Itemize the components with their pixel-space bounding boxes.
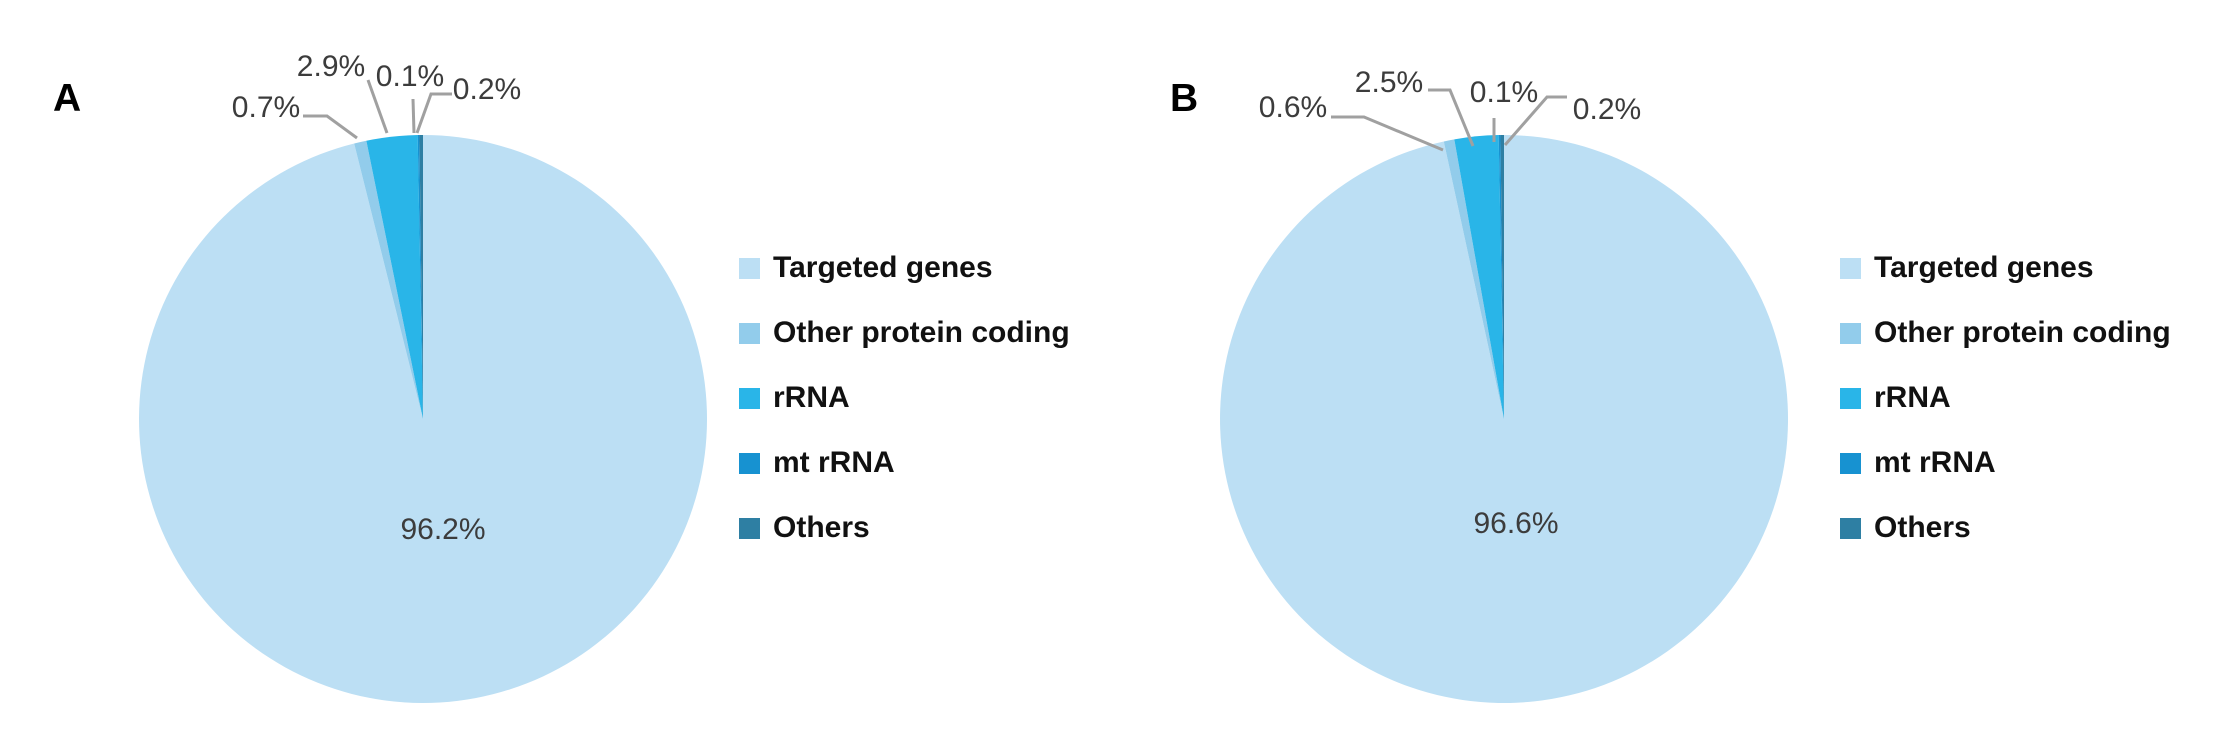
legend-swatch-rrna	[1840, 387, 1861, 409]
legend-item-b-mt-rrna: mt rRNA	[1840, 448, 1996, 478]
legend-label-others: Others	[1874, 511, 1971, 544]
pie-slice-rrna	[1454, 135, 1504, 420]
pie-slice-targeted-genes	[139, 135, 708, 703]
legend-item-a-others: Others	[739, 513, 870, 543]
slice-value-a-others: 0.2%	[452, 73, 522, 106]
legend-item-a-targeted-genes: Targeted genes	[739, 253, 993, 283]
slice-value-a-targeted-genes: 96.2%	[400, 513, 486, 546]
slice-value-b-rrna: 2.5%	[1354, 66, 1424, 99]
legend-label-mt-rrna: mt rRNA	[1874, 446, 1996, 479]
legend-item-a-other-protein-coding: Other protein coding	[739, 318, 1070, 348]
legend-item-a-mt-rrna: mt rRNA	[739, 448, 895, 478]
slice-value-a-mt-rrna: 0.1%	[375, 60, 445, 93]
legend-label-other-protein-coding: Other protein coding	[1874, 316, 2171, 349]
pie-slice-other-protein-coding	[354, 140, 423, 419]
slice-value-a-other-protein-coding: 0.7%	[231, 91, 301, 124]
legend-label-rrna: rRNA	[1874, 381, 1951, 414]
slice-value-b-mt-rrna: 0.1%	[1469, 76, 1539, 109]
pie-slice-others	[419, 134, 423, 419]
legend-swatch-others	[1840, 517, 1861, 539]
pie-slice-mt-rrna	[417, 135, 423, 419]
legend-item-b-other-protein-coding: Other protein coding	[1840, 318, 2171, 348]
pie-slice-targeted-genes	[1220, 135, 1789, 704]
legend-swatch-others	[739, 517, 760, 539]
slice-value-b-others: 0.2%	[1572, 93, 1642, 126]
slice-value-b-targeted-genes: 96.6%	[1473, 507, 1559, 540]
leader-line-b-rrna	[1428, 88, 1475, 147]
legend-item-b-targeted-genes: Targeted genes	[1840, 253, 2094, 283]
leader-line-a-others	[415, 92, 452, 134]
legend-item-b-others: Others	[1840, 513, 1971, 543]
leader-line-a-mt-rrna	[411, 98, 416, 134]
legend-item-a-rrna: rRNA	[739, 383, 850, 413]
pie-slice-other-protein-coding	[1443, 139, 1504, 419]
pie-chart-b	[1220, 134, 1789, 704]
leader-line-a-other-protein-coding	[303, 114, 358, 140]
legend-swatch-targeted-genes	[739, 257, 760, 279]
legend-label-targeted-genes: Targeted genes	[773, 251, 993, 284]
panel-label-a: A	[53, 77, 82, 120]
pie-slice-mt-rrna	[1498, 135, 1504, 419]
legend-label-mt-rrna: mt rRNA	[773, 446, 895, 479]
legend-label-other-protein-coding: Other protein coding	[773, 316, 1070, 349]
legend-label-others: Others	[773, 511, 870, 544]
panel-label-b: B	[1170, 77, 1199, 120]
leader-line-b-other-protein-coding	[1331, 115, 1444, 152]
legend-label-targeted-genes: Targeted genes	[1874, 251, 2094, 284]
legend-swatch-rrna	[739, 387, 760, 409]
legend-swatch-other-protein-coding	[739, 322, 760, 344]
pie-slice-rrna	[366, 135, 423, 420]
slice-value-a-rrna: 2.9%	[296, 50, 366, 83]
pie-chart-a	[139, 134, 708, 703]
legend-swatch-mt-rrna	[739, 452, 760, 474]
slice-value-b-other-protein-coding: 0.6%	[1258, 91, 1328, 124]
leader-line-a-rrna	[366, 79, 389, 134]
legend-swatch-other-protein-coding	[1840, 322, 1861, 344]
pie-slice-others	[1500, 134, 1504, 419]
legend-swatch-targeted-genes	[1840, 257, 1861, 279]
leader-line-b-others	[1503, 95, 1567, 146]
legend-label-rrna: rRNA	[773, 381, 850, 414]
legend-item-b-rrna: rRNA	[1840, 383, 1951, 413]
legend-swatch-mt-rrna	[1840, 452, 1861, 474]
